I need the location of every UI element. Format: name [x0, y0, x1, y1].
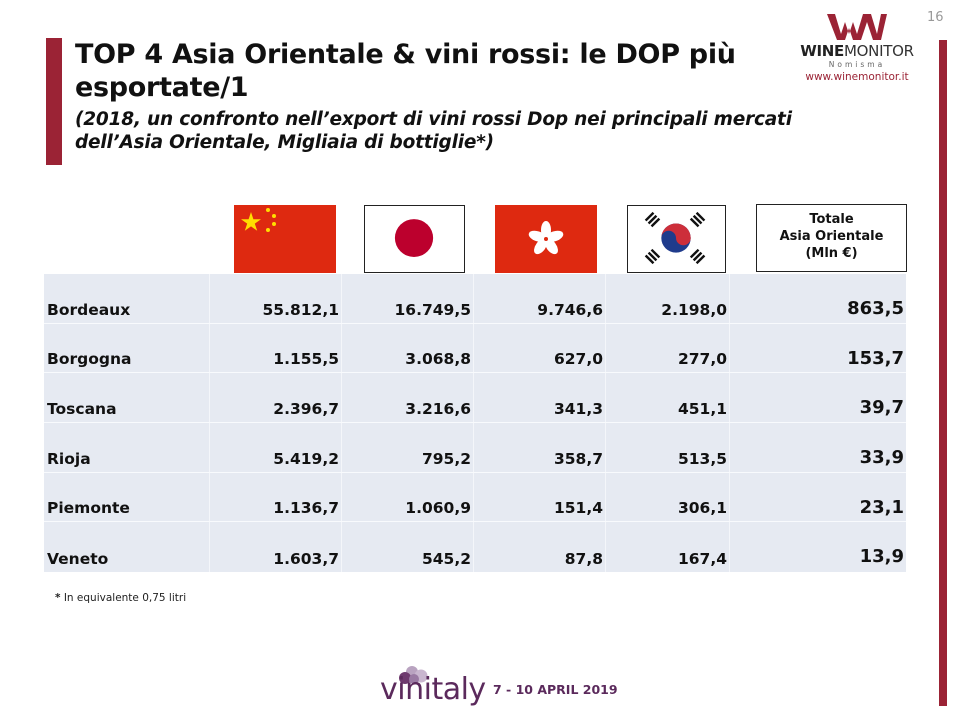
vinitaly-logo: vinitaly 7 - 10 APRIL 2019 [380, 664, 618, 708]
table-row: Borgogna 1.155,5 3.068,8 627,0 277,0 153… [44, 323, 906, 374]
row-label: Piemonte [44, 472, 210, 522]
cell-china: 2.396,7 [210, 373, 342, 423]
table-row: Rioja 5.419,2 795,2 358,7 513,5 33,9 [44, 423, 906, 473]
cell-total: 39,7 [730, 373, 906, 423]
row-label: Borgogna [44, 323, 210, 373]
cell-japan: 1.060,9 [342, 472, 474, 522]
cell-hong-kong: 627,0 [474, 323, 606, 373]
cell-total: 863,5 [730, 274, 906, 323]
logo-url: www.winemonitor.it [805, 71, 909, 83]
hong-kong-flag-icon [495, 205, 597, 273]
japan-flag-icon [364, 205, 465, 273]
cell-japan: 3.068,8 [342, 323, 474, 373]
cell-total: 13,9 [730, 522, 906, 573]
row-label: Rioja [44, 423, 210, 472]
cell-china: 55.812,1 [210, 274, 342, 323]
page-title: TOP 4 Asia Orientale & vini rossi: le DO… [75, 39, 736, 103]
total-column-header: Totale Asia Orientale (Mln €) [756, 204, 907, 272]
cell-japan: 3.216,6 [342, 373, 474, 423]
export-table: Bordeaux 55.812,1 16.749,5 9.746,6 2.198… [44, 274, 906, 573]
logo-wordmark: WINEMONITOR [800, 42, 914, 60]
cell-hong-kong: 87,8 [474, 522, 606, 573]
cell-china: 5.419,2 [210, 423, 342, 472]
title-accent-bar [46, 38, 62, 165]
cell-south-korea: 306,1 [606, 472, 730, 522]
cell-total: 153,7 [730, 323, 906, 373]
cell-hong-kong: 341,3 [474, 373, 606, 423]
cell-total: 33,9 [730, 423, 906, 472]
total-header-line-3: (Mln €) [805, 246, 858, 261]
cell-south-korea: 277,0 [606, 323, 730, 373]
china-flag-icon [234, 205, 336, 273]
cell-south-korea: 167,4 [606, 522, 730, 573]
row-label: Toscana [44, 373, 210, 423]
logo-subtitle: Nomisma [828, 60, 886, 69]
cell-hong-kong: 151,4 [474, 472, 606, 522]
footnote-marker: * [55, 592, 61, 604]
cell-south-korea: 513,5 [606, 423, 730, 472]
winemonitor-logo-icon [827, 14, 887, 40]
cell-japan: 545,2 [342, 522, 474, 573]
page-number: 16 [927, 10, 944, 25]
cell-china: 1.136,7 [210, 472, 342, 522]
page-subtitle: (2018, un confronto nell’export di vini … [75, 109, 792, 153]
vinitaly-wordmark: vinitaly [380, 672, 486, 707]
row-label: Bordeaux [44, 274, 210, 323]
footnote: * In equivalente 0,75 litri [55, 592, 186, 604]
cell-japan: 16.749,5 [342, 274, 474, 323]
winemonitor-logo: WINEMONITOR Nomisma www.winemonitor.it [798, 12, 916, 84]
cell-china: 1.155,5 [210, 323, 342, 373]
cell-japan: 795,2 [342, 423, 474, 472]
cell-south-korea: 451,1 [606, 373, 730, 423]
footnote-text: In equivalente 0,75 litri [60, 592, 187, 604]
table-row: Veneto 1.603,7 545,2 87,8 167,4 13,9 [44, 522, 906, 573]
south-korea-flag-icon [627, 205, 726, 273]
cell-total: 23,1 [730, 472, 906, 522]
cell-hong-kong: 358,7 [474, 423, 606, 472]
right-accent-bar [939, 40, 947, 706]
total-header-line-2: Asia Orientale [779, 229, 884, 244]
event-dates: 7 - 10 APRIL 2019 [493, 682, 618, 697]
cell-hong-kong: 9.746,6 [474, 274, 606, 323]
cell-china: 1.603,7 [210, 522, 342, 573]
table-row: Bordeaux 55.812,1 16.749,5 9.746,6 2.198… [44, 274, 906, 324]
grape-icon [399, 666, 428, 684]
cell-south-korea: 2.198,0 [606, 274, 730, 323]
table-row: Toscana 2.396,7 3.216,6 341,3 451,1 39,7 [44, 373, 906, 424]
table-row: Piemonte 1.136,7 1.060,9 151,4 306,1 23,… [44, 472, 906, 523]
row-label: Veneto [44, 522, 210, 573]
total-header-line-1: Totale [809, 212, 854, 227]
